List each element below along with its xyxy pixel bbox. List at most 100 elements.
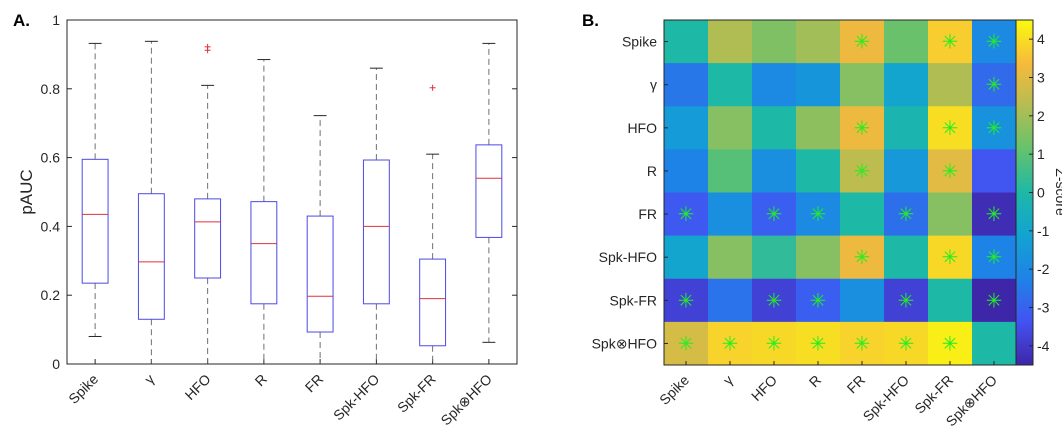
box-2: [137, 40, 165, 365]
row-label: FR: [638, 206, 657, 222]
heatmap-cell: [708, 192, 753, 237]
heatmap-cell: [664, 106, 709, 150]
heatmap-cell: [972, 321, 1017, 366]
heatmap-cell: [928, 235, 973, 280]
column-label: R: [806, 372, 824, 390]
box-iqr: [362, 159, 390, 305]
heatmap-cell: [752, 235, 797, 280]
heatmap-cell: [928, 321, 973, 366]
colorbar: 4 3 2 1 0 -1 -2 -3 -4 Z-score: [1015, 19, 1062, 366]
heatmap-cells: [664, 20, 1017, 366]
significance-star: ✳: [810, 288, 827, 312]
heatmap-cell: [752, 278, 797, 323]
heatmap-cell: [884, 235, 929, 280]
heatmap-cell: [708, 149, 753, 193]
x-tick-label: Spk-HFO: [330, 371, 383, 424]
heatmap-cell: [840, 106, 885, 150]
box-5: [306, 115, 334, 365]
significance-star: ✳: [854, 30, 871, 54]
heatmap-cell: [928, 149, 973, 193]
heatmap-cell: [664, 235, 709, 280]
significance-star: ✳: [898, 288, 915, 312]
box-iqr: [250, 201, 278, 305]
heatmap-cell: [928, 106, 973, 150]
colorbar-tick-label: 4: [1037, 31, 1045, 47]
box-3: [194, 43, 222, 365]
heatmap-cell: [840, 192, 885, 237]
heatmap-cell: [840, 149, 885, 193]
row-label: Spike: [622, 34, 657, 50]
significance-star: ✳: [678, 331, 695, 355]
row-label: HFO: [627, 120, 657, 136]
box-iqr: [306, 215, 334, 333]
heatmap-cell: [840, 20, 885, 64]
significance-star: ✳: [678, 288, 695, 312]
y-tick-label: 0.2: [41, 287, 61, 303]
heatmap-cell: [664, 321, 709, 366]
panel-b-label: B.: [582, 11, 599, 30]
heatmap-cell: [928, 278, 973, 323]
significance-star: ✳: [854, 245, 871, 269]
colorbar-ticks: 4 3 2 1 0 -1 -2 -3 -4: [1029, 31, 1050, 354]
y-tick-label: 0: [52, 356, 60, 372]
colorbar-tick-label: 3: [1037, 70, 1045, 86]
heatmap-cell: [928, 192, 973, 237]
heatmap-cell: [796, 192, 841, 237]
y-axis-label: pAUC: [17, 169, 36, 214]
y-tick-label: 0.4: [41, 218, 61, 234]
heatmap-cell: [884, 192, 929, 237]
heatmap-cell: [708, 235, 753, 280]
heatmap-cell: [840, 235, 885, 280]
heatmap-cell: [708, 20, 753, 64]
heatmap-cell: [796, 321, 841, 366]
colorbar-tick-label: -3: [1037, 300, 1050, 316]
colorbar-label: Z-score: [1053, 168, 1062, 216]
significance-star: ✳: [898, 331, 915, 355]
heatmap-cell: [884, 20, 929, 64]
y-tick-labels: 0 0.2 0.4 0.6 0.8 1: [41, 12, 517, 372]
heatmap-cell: [972, 235, 1017, 280]
heatmap-cell: [884, 63, 929, 107]
significance-star: ✳: [854, 116, 871, 140]
heatmap-cell: [928, 20, 973, 64]
colorbar-tick-label: -2: [1037, 261, 1050, 277]
heatmap-cell: [752, 192, 797, 237]
heatmap-cell: [752, 20, 797, 64]
row-labels: Spike γ HFO R FR Spk-HFO Spk-FR Spk⊗HFO: [592, 34, 668, 351]
significance-star: ✳: [986, 30, 1003, 54]
colorbar-tick-label: 2: [1037, 108, 1045, 124]
row-label: R: [647, 163, 657, 179]
row-label: Spk⊗HFO: [592, 335, 658, 351]
heatmap-cell: [840, 63, 885, 107]
box-iqr: [137, 193, 165, 320]
x-tick-label: Spk⊗HFO: [437, 371, 495, 429]
colorbar-tick-label: -1: [1037, 223, 1050, 239]
significance-star: ✳: [942, 331, 959, 355]
x-tick-label: R: [252, 371, 270, 389]
heatmap-cell: [796, 149, 841, 193]
significance-star: ✳: [986, 116, 1003, 140]
heatmap-cell: [752, 106, 797, 150]
row-label: γ: [650, 77, 657, 93]
significance-star: ✳: [766, 288, 783, 312]
box-7: [419, 84, 447, 365]
heatmap-cell: [664, 149, 709, 193]
box-iqr: [194, 198, 222, 279]
colorbar-tick-label: 1: [1037, 146, 1045, 162]
heatmap-panel: B. ✳ ✳ ✳✳✳ ✳ ✳✳ ✳✳ ✳ ✳ ✳ ✳✳ ✳ ✳✳ ✳ ✳ ✳ ✳✳ ✳ ✳ ✳ ✳ ✳ ✳ SpikeγH…: [582, 11, 1062, 429]
x-tick-label: FR: [302, 371, 327, 396]
heatmap-cell: [708, 321, 753, 366]
boxplot-panel: A. pAUC 0 0.2 0.4 0.6 0.8 1 Spike γ HFO R FR Spk-H…: [13, 11, 518, 429]
column-label: HFO: [748, 372, 780, 404]
y-tick-label: 0.8: [41, 81, 61, 97]
box-6: [362, 67, 390, 365]
heatmap-cell: [752, 63, 797, 107]
x-tick-label: γ: [141, 371, 157, 387]
significance-star: ✳: [986, 73, 1003, 97]
significance-star: ✳: [942, 159, 959, 183]
significance-markers: ✳ ✳ ✳ ✳ ✳ ✳ ✳ ✳ ✳ ✳ ✳ ✳ ✳ ✳ ✳ ✳ ✳ ✳ ✳ ✳ ✳ ✳ ✳ ✳ ✳ ✳ ✳ ✳ ✳: [678, 30, 1003, 356]
heatmap-cell: [708, 63, 753, 107]
x-tick-label: Spike: [65, 371, 101, 407]
